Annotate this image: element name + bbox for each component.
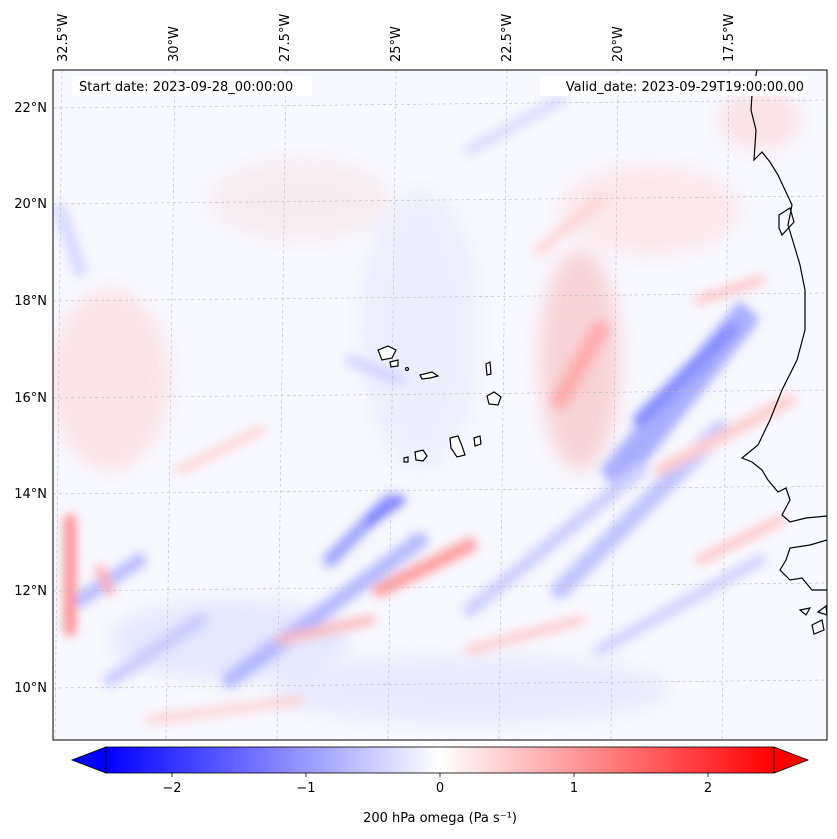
- maio: [473, 435, 482, 447]
- boa-vista: [486, 391, 502, 406]
- colorbar-tick-neg1: −1: [296, 781, 315, 796]
- longitude-labels: 32.5°W 30°W 27.5°W 25°W 22.5°W 20°W 17.5…: [56, 14, 737, 62]
- brava: [403, 456, 409, 463]
- colorbar-tick-0: 0: [436, 781, 444, 796]
- sao-nicolau: [419, 371, 440, 380]
- colorbar-tick-neg2: −2: [162, 781, 181, 796]
- fogo: [414, 449, 428, 462]
- colorbar-tick-2: 2: [704, 781, 712, 796]
- lon-label-17-5w: 17.5°W: [722, 14, 737, 62]
- colorbar-tick-1: 1: [570, 781, 578, 796]
- start-date-box: [72, 76, 312, 96]
- colorbar-body: [105, 746, 775, 774]
- map-panel: Start date: 2023-09-28_00:00:00 Valid_da…: [52, 69, 828, 741]
- cape-verde-islands: [377, 345, 502, 463]
- santo-antao: [377, 345, 397, 361]
- lat-label-12n: 12°N: [14, 584, 47, 599]
- colorbar-label: 200 hPa omega (Pa s⁻¹): [363, 811, 517, 826]
- coastlines: [740, 70, 827, 635]
- western-sahara-inlet: [778, 207, 795, 237]
- lon-label-20w: 20°W: [611, 26, 626, 62]
- lat-label-22n: 22°N: [14, 101, 47, 116]
- graticule: [53, 70, 827, 740]
- lon-label-22-5w: 22.5°W: [500, 14, 515, 62]
- lat-label-14n: 14°N: [14, 487, 47, 502]
- lon-label-30w: 30°W: [167, 26, 182, 62]
- sao-vicente: [389, 359, 399, 368]
- lon-label-32-5w: 32.5°W: [56, 14, 71, 62]
- colorbar: −2 −1 0 1 2 200 hPa omega (Pa s⁻¹): [70, 746, 810, 826]
- senegambia-coast: [779, 539, 827, 591]
- africa-coastline: [740, 70, 827, 523]
- map-frame: [52, 69, 828, 741]
- sal: [485, 361, 492, 376]
- islet: [404, 366, 410, 372]
- latitude-labels: 22°N 20°N 18°N 16°N 14°N 12°N 10°N: [14, 101, 47, 696]
- lat-label-16n: 16°N: [14, 391, 47, 406]
- omega-field: [53, 90, 800, 725]
- colorbar-extend-low: [70, 746, 107, 774]
- colorbar-extend-high: [773, 746, 810, 774]
- lon-label-25w: 25°W: [389, 26, 404, 62]
- valid-date-label: Valid_date: 2023-09-29T19:00:00.00: [566, 80, 804, 95]
- lat-label-10n: 10°N: [14, 681, 47, 696]
- date-annotations: Start date: 2023-09-28_00:00:00 Valid_da…: [72, 76, 808, 96]
- lat-label-20n: 20°N: [14, 197, 47, 212]
- santiago: [449, 435, 466, 458]
- lat-label-18n: 18°N: [14, 294, 47, 309]
- valid-date-box: [540, 76, 808, 96]
- lon-label-27-5w: 27.5°W: [278, 14, 293, 62]
- start-date-label: Start date: 2023-09-28_00:00:00: [79, 80, 293, 95]
